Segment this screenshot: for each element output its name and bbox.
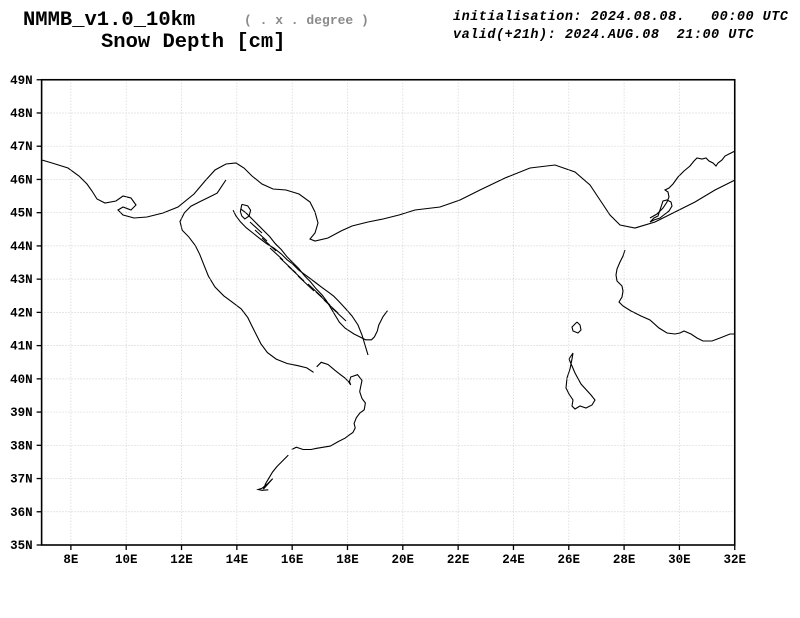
svg-text:45N: 45N	[10, 207, 33, 221]
svg-text:16E: 16E	[281, 553, 304, 567]
svg-text:40N: 40N	[10, 373, 33, 387]
svg-text:24E: 24E	[502, 553, 525, 567]
svg-text:30E: 30E	[668, 553, 691, 567]
svg-text:20E: 20E	[392, 553, 415, 567]
svg-text:10E: 10E	[115, 553, 138, 567]
svg-text:28E: 28E	[613, 553, 636, 567]
svg-text:48N: 48N	[10, 107, 33, 121]
svg-text:32E: 32E	[723, 553, 746, 567]
svg-text:14E: 14E	[226, 553, 249, 567]
svg-text:47N: 47N	[10, 140, 33, 154]
svg-text:35N: 35N	[10, 539, 33, 553]
svg-text:26E: 26E	[558, 553, 581, 567]
svg-text:8E: 8E	[63, 553, 78, 567]
svg-text:44N: 44N	[10, 240, 33, 254]
svg-text:12E: 12E	[170, 553, 193, 567]
svg-text:39N: 39N	[10, 406, 33, 420]
svg-text:43N: 43N	[10, 273, 33, 287]
svg-text:22E: 22E	[447, 553, 470, 567]
svg-text:42N: 42N	[10, 306, 33, 320]
svg-text:41N: 41N	[10, 340, 33, 354]
svg-text:36N: 36N	[10, 506, 33, 520]
svg-text:37N: 37N	[10, 473, 33, 487]
svg-text:18E: 18E	[336, 553, 359, 567]
svg-text:49N: 49N	[10, 74, 33, 88]
svg-text:38N: 38N	[10, 439, 33, 453]
svg-text:46N: 46N	[10, 173, 33, 187]
